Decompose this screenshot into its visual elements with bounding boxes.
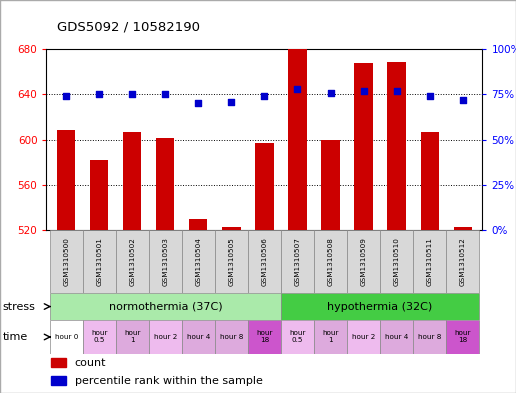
Text: GSM1310509: GSM1310509 <box>361 237 366 286</box>
FancyBboxPatch shape <box>50 230 83 293</box>
Bar <box>51 358 66 367</box>
FancyBboxPatch shape <box>215 320 248 354</box>
Text: GDS5092 / 10582190: GDS5092 / 10582190 <box>57 20 200 33</box>
Bar <box>123 132 141 230</box>
Point <box>393 88 401 94</box>
Bar <box>421 132 439 230</box>
Text: normothermia (37C): normothermia (37C) <box>108 301 222 312</box>
FancyBboxPatch shape <box>116 320 149 354</box>
Bar <box>90 160 108 230</box>
FancyBboxPatch shape <box>314 230 347 293</box>
Text: stress: stress <box>3 301 36 312</box>
FancyBboxPatch shape <box>413 230 446 293</box>
FancyBboxPatch shape <box>248 230 281 293</box>
Point <box>459 97 467 103</box>
Text: GSM1310505: GSM1310505 <box>229 237 234 286</box>
FancyBboxPatch shape <box>116 230 149 293</box>
FancyBboxPatch shape <box>281 230 314 293</box>
Bar <box>388 62 406 230</box>
Text: hour 0: hour 0 <box>55 334 78 340</box>
Point <box>194 100 202 107</box>
Bar <box>189 219 207 230</box>
FancyBboxPatch shape <box>149 230 182 293</box>
Text: GSM1310511: GSM1310511 <box>427 237 432 286</box>
Text: GSM1310507: GSM1310507 <box>295 237 300 286</box>
Bar <box>454 226 472 230</box>
Text: GSM1310506: GSM1310506 <box>262 237 267 286</box>
Point <box>360 88 368 94</box>
FancyBboxPatch shape <box>281 320 314 354</box>
Bar <box>51 376 66 385</box>
Text: hypothermia (32C): hypothermia (32C) <box>328 301 433 312</box>
Point <box>95 91 103 97</box>
Text: time: time <box>3 332 28 342</box>
Point <box>426 93 434 99</box>
Text: GSM1310501: GSM1310501 <box>96 237 102 286</box>
Text: GSM1310500: GSM1310500 <box>63 237 69 286</box>
Point <box>62 93 70 99</box>
Text: hour 8: hour 8 <box>220 334 243 340</box>
FancyBboxPatch shape <box>380 320 413 354</box>
Bar <box>354 62 373 230</box>
FancyBboxPatch shape <box>380 230 413 293</box>
FancyBboxPatch shape <box>446 320 479 354</box>
FancyBboxPatch shape <box>149 320 182 354</box>
FancyBboxPatch shape <box>347 230 380 293</box>
Bar <box>288 48 307 230</box>
Text: hour
0.5: hour 0.5 <box>91 331 107 343</box>
Point <box>261 93 269 99</box>
Text: GSM1310503: GSM1310503 <box>163 237 168 286</box>
FancyBboxPatch shape <box>446 230 479 293</box>
FancyBboxPatch shape <box>281 293 479 320</box>
Point <box>327 89 335 95</box>
Text: count: count <box>75 358 106 368</box>
FancyBboxPatch shape <box>182 320 215 354</box>
Bar <box>222 226 240 230</box>
Text: hour
18: hour 18 <box>455 331 471 343</box>
Bar <box>57 130 75 230</box>
Text: hour 4: hour 4 <box>385 334 408 340</box>
FancyBboxPatch shape <box>248 320 281 354</box>
Text: hour
1: hour 1 <box>124 331 140 343</box>
Point <box>294 86 302 92</box>
Text: hour
0.5: hour 0.5 <box>289 331 306 343</box>
Bar <box>255 143 273 230</box>
Text: hour
1: hour 1 <box>322 331 339 343</box>
Text: GSM1310512: GSM1310512 <box>460 237 465 286</box>
FancyBboxPatch shape <box>83 230 116 293</box>
Text: GSM1310504: GSM1310504 <box>196 237 201 286</box>
Point <box>161 91 169 97</box>
Point <box>227 98 235 105</box>
Bar <box>156 138 174 230</box>
FancyBboxPatch shape <box>314 320 347 354</box>
Point <box>128 91 136 97</box>
Text: hour 4: hour 4 <box>187 334 210 340</box>
Text: GSM1310508: GSM1310508 <box>328 237 333 286</box>
Text: GSM1310502: GSM1310502 <box>130 237 135 286</box>
FancyBboxPatch shape <box>347 320 380 354</box>
FancyBboxPatch shape <box>182 230 215 293</box>
FancyBboxPatch shape <box>50 320 83 354</box>
Text: hour 2: hour 2 <box>352 334 375 340</box>
FancyBboxPatch shape <box>83 320 116 354</box>
Text: hour 2: hour 2 <box>154 334 177 340</box>
Bar <box>321 140 340 230</box>
Text: percentile rank within the sample: percentile rank within the sample <box>75 376 263 386</box>
Text: hour
18: hour 18 <box>256 331 272 343</box>
Text: hour 8: hour 8 <box>418 334 441 340</box>
FancyBboxPatch shape <box>50 293 281 320</box>
Text: GSM1310510: GSM1310510 <box>394 237 399 286</box>
FancyBboxPatch shape <box>413 320 446 354</box>
FancyBboxPatch shape <box>215 230 248 293</box>
